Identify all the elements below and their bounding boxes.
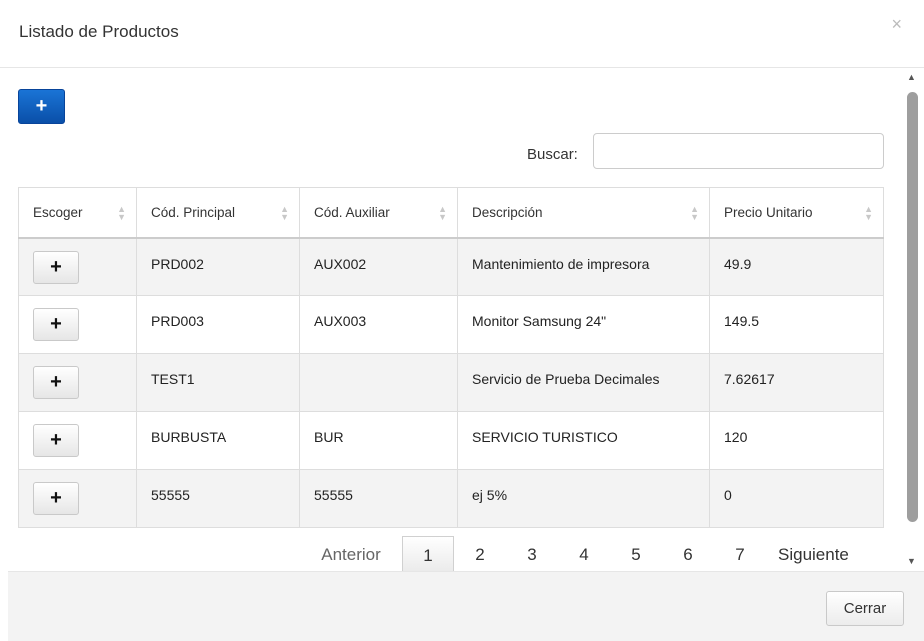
- select-product-button[interactable]: +: [33, 482, 79, 515]
- table-row: + 55555 55555 ej 5% 0: [18, 469, 884, 528]
- cell-cod-auxiliar: AUX002: [299, 237, 458, 296]
- pagination-page-4[interactable]: 4: [579, 545, 589, 564]
- cell-descripcion: Monitor Samsung 24": [457, 295, 710, 354]
- cell-precio: 120: [709, 411, 884, 470]
- select-product-button[interactable]: +: [33, 424, 79, 457]
- cell-precio: 7.62617: [709, 353, 884, 412]
- pagination-next[interactable]: Siguiente: [778, 545, 849, 564]
- search-label: Buscar:: [527, 146, 578, 163]
- column-header-cod-principal[interactable]: Cód. Principal ▲ ▼: [136, 187, 300, 239]
- close-icon[interactable]: ×: [891, 14, 902, 34]
- pagination-previous[interactable]: Anterior: [321, 545, 381, 564]
- plus-icon: +: [50, 371, 62, 393]
- modal-footer: Cerrar: [8, 571, 924, 641]
- table-row: + PRD002 AUX002 Mantenimiento de impreso…: [18, 237, 884, 296]
- pagination-page-2[interactable]: 2: [475, 545, 485, 564]
- select-product-button[interactable]: +: [33, 366, 79, 399]
- select-product-button[interactable]: +: [33, 250, 79, 284]
- cell-cod-auxiliar: [299, 353, 458, 412]
- pagination-page-6[interactable]: 6: [683, 545, 693, 564]
- search-input[interactable]: [593, 133, 884, 169]
- sort-icon: ▲ ▼: [117, 204, 126, 222]
- pagination-page-7[interactable]: 7: [735, 545, 745, 564]
- plus-icon: +: [35, 95, 48, 117]
- cell-cod-principal: 55555: [136, 469, 300, 528]
- cell-cod-auxiliar: AUX003: [299, 295, 458, 354]
- column-label: Descripción: [472, 204, 543, 220]
- column-label: Escoger: [33, 204, 83, 220]
- pick-cell: +: [18, 295, 137, 354]
- modal-title: Listado de Productos: [19, 22, 179, 41]
- pagination: Anterior 1 2 3 4 5 6 7 Siguiente: [300, 536, 861, 574]
- sort-icon: ▲ ▼: [438, 204, 447, 222]
- add-product-button[interactable]: +: [18, 89, 65, 124]
- table-row: + BURBUSTA BUR SERVICIO TURISTICO 120: [18, 411, 884, 470]
- cell-cod-principal: TEST1: [136, 353, 300, 412]
- modal-header: Listado de Productos ×: [0, 0, 924, 68]
- cell-precio: 149.5: [709, 295, 884, 354]
- plus-icon: +: [50, 313, 62, 335]
- table-row: + TEST1 Servicio de Prueba Decimales 7.6…: [18, 353, 884, 412]
- select-product-button[interactable]: +: [33, 308, 79, 341]
- cell-descripcion: SERVICIO TURISTICO: [457, 411, 710, 470]
- plus-icon: +: [50, 429, 62, 451]
- cell-cod-auxiliar: 55555: [299, 469, 458, 528]
- column-header-precio-unitario[interactable]: Precio Unitario ▲ ▼: [709, 187, 884, 239]
- sort-icon: ▲ ▼: [864, 204, 873, 222]
- plus-icon: +: [50, 487, 62, 509]
- cell-precio: 49.9: [709, 237, 884, 296]
- sort-icon: ▲ ▼: [690, 204, 699, 222]
- column-header-cod-auxiliar[interactable]: Cód. Auxiliar ▲ ▼: [299, 187, 458, 239]
- column-header-escoger[interactable]: Escoger ▲ ▼: [18, 187, 137, 239]
- pick-cell: +: [18, 237, 137, 296]
- pick-cell: +: [18, 353, 137, 412]
- cell-descripcion: ej 5%: [457, 469, 710, 528]
- cell-cod-auxiliar: BUR: [299, 411, 458, 470]
- cell-descripcion: Mantenimiento de impresora: [457, 237, 710, 296]
- column-label: Cód. Auxiliar: [314, 204, 390, 220]
- pick-cell: +: [18, 411, 137, 470]
- pagination-page-3[interactable]: 3: [527, 545, 537, 564]
- scroll-thumb[interactable]: [907, 92, 918, 522]
- scroll-down-arrow-icon[interactable]: ▼: [907, 556, 916, 566]
- products-table: Escoger ▲ ▼ Cód. Principal ▲ ▼ Cód. Auxili…: [18, 187, 884, 528]
- column-label: Precio Unitario: [724, 204, 813, 220]
- vertical-scrollbar[interactable]: ▲ ▼: [904, 70, 920, 570]
- table-row: + PRD003 AUX003 Monitor Samsung 24" 149.…: [18, 295, 884, 354]
- column-label: Cód. Principal: [151, 204, 236, 220]
- cell-descripcion: Servicio de Prueba Decimales: [457, 353, 710, 412]
- column-header-descripcion[interactable]: Descripción ▲ ▼: [457, 187, 710, 239]
- table-header-row: Escoger ▲ ▼ Cód. Principal ▲ ▼ Cód. Auxili…: [18, 187, 884, 239]
- scroll-up-arrow-icon[interactable]: ▲: [907, 72, 916, 82]
- plus-icon: +: [50, 255, 62, 278]
- cell-cod-principal: BURBUSTA: [136, 411, 300, 470]
- pagination-page-5[interactable]: 5: [631, 545, 641, 564]
- cell-precio: 0: [709, 469, 884, 528]
- sort-icon: ▲ ▼: [280, 204, 289, 222]
- close-button[interactable]: Cerrar: [826, 591, 904, 626]
- pick-cell: +: [18, 469, 137, 528]
- pagination-page-1[interactable]: 1: [402, 536, 454, 574]
- cell-cod-principal: PRD003: [136, 295, 300, 354]
- cell-cod-principal: PRD002: [136, 237, 300, 296]
